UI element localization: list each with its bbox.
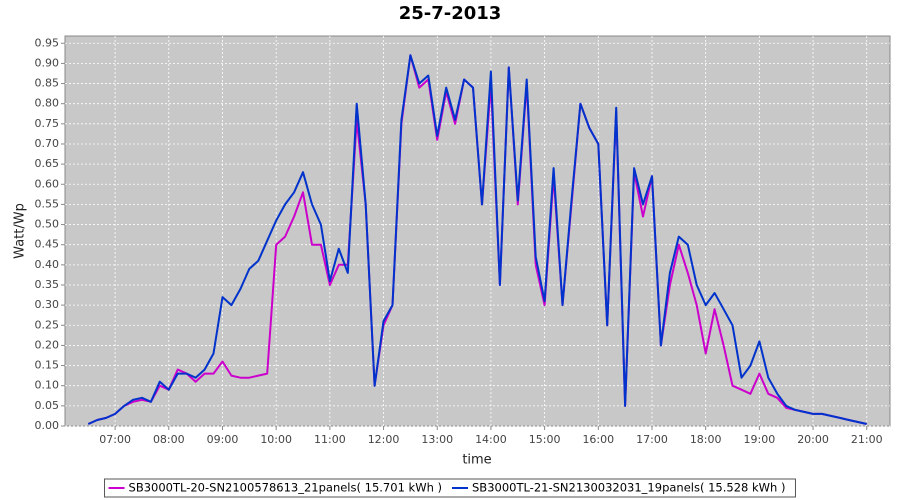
legend-box	[104, 478, 796, 498]
x-tick-label: 13:00	[421, 433, 453, 446]
y-tick-label: 0.55	[35, 197, 60, 210]
legend-text: SB3000TL-20-SN2100578613_21panels( 15.70…	[129, 481, 442, 495]
y-tick-label: 0.50	[35, 218, 60, 231]
y-tick-label: 0.60	[35, 177, 60, 190]
x-tick-label: 14:00	[475, 433, 507, 446]
x-tick-label: 08:00	[153, 433, 185, 446]
legend-text: SB3000TL-21-SN2130032031_19panels( 15.52…	[472, 481, 785, 495]
y-axis-label: Watt/Wp	[13, 203, 28, 259]
x-tick-label: 18:00	[690, 433, 722, 446]
y-tick-label: 0.85	[35, 77, 60, 90]
x-tick-label: 09:00	[207, 433, 239, 446]
y-tick-label: 0.10	[35, 379, 60, 392]
y-tick-label: 0.95	[35, 36, 60, 49]
y-tick-label: 0.05	[35, 399, 60, 412]
y-tick-label: 0.30	[35, 298, 60, 311]
y-tick-label: 0.65	[35, 157, 60, 170]
x-tick-label: 21:00	[851, 433, 883, 446]
x-tick-label: 11:00	[314, 433, 346, 446]
x-tick-label: 19:00	[744, 433, 776, 446]
series-line	[87, 54, 867, 425]
x-tick-label: 15:00	[529, 433, 561, 446]
y-tick-label: 0.70	[35, 137, 60, 150]
x-tick-label: 16:00	[582, 433, 614, 446]
y-tick-label: 0.90	[35, 56, 60, 69]
x-tick-label: 20:00	[797, 433, 829, 446]
y-tick-label: 0.00	[35, 419, 60, 432]
y-tick-label: 0.40	[35, 258, 60, 271]
y-tick-label: 0.75	[35, 117, 60, 130]
y-tick-label: 0.15	[35, 359, 60, 372]
x-tick-label: 10:00	[260, 433, 292, 446]
x-axis-label: time	[462, 453, 491, 468]
x-tick-label: 12:00	[368, 433, 400, 446]
x-tick-label: 17:00	[636, 433, 668, 446]
y-tick-label: 0.45	[35, 238, 60, 251]
y-tick-label: 0.35	[35, 278, 60, 291]
legend: SB3000TL-20-SN2100578613_21panels( 15.70…	[104, 478, 796, 498]
y-tick-label: 0.25	[35, 318, 60, 331]
y-tick-label: 0.80	[35, 97, 60, 110]
chart-title: 25-7-2013	[399, 3, 502, 24]
x-tick-label: 07:00	[99, 433, 131, 446]
y-tick-label: 0.20	[35, 338, 60, 351]
